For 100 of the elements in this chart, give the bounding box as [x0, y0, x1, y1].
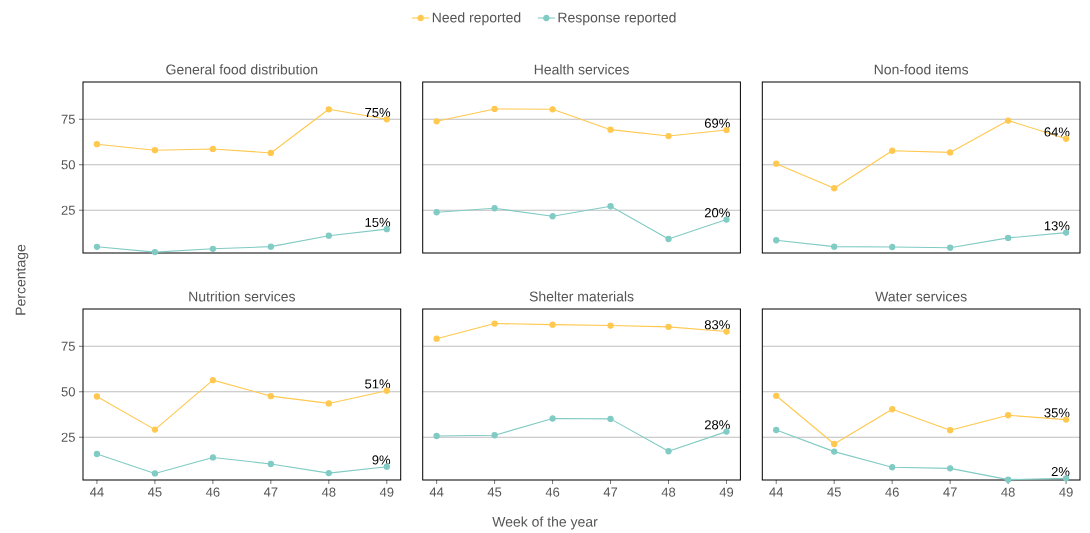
point — [325, 400, 332, 407]
point — [491, 320, 498, 327]
x-tick-label: 47 — [943, 487, 957, 497]
point — [267, 149, 274, 157]
data-label: 13% — [1044, 221, 1070, 231]
point — [433, 118, 440, 125]
x-tick-label: 49 — [379, 487, 394, 497]
point — [151, 147, 159, 154]
point — [267, 243, 274, 250]
point — [325, 469, 332, 477]
point — [93, 141, 101, 148]
point — [889, 406, 896, 413]
chart-title: Nutrition services — [189, 291, 295, 302]
point — [773, 237, 780, 244]
x-tick-label: 48 — [1001, 487, 1015, 497]
legend-label: Response reported — [558, 12, 676, 26]
point — [947, 149, 954, 156]
point — [1004, 476, 1012, 483]
x-tick-label: 44 — [429, 487, 444, 497]
y-tick-label: 50 — [61, 160, 75, 170]
point — [93, 450, 101, 458]
y-axis-title: Percentage — [15, 244, 29, 315]
point — [491, 105, 498, 113]
point — [665, 235, 672, 243]
x-tick-label: 49 — [1059, 487, 1073, 497]
point — [831, 448, 838, 455]
point — [491, 432, 498, 439]
data-label: 20% — [704, 208, 730, 218]
y-tick-label: 75 — [61, 341, 75, 351]
point — [433, 335, 440, 342]
x-tick-label: 49 — [719, 487, 734, 497]
point — [1004, 234, 1012, 242]
point — [1004, 117, 1012, 124]
point — [209, 145, 217, 153]
point — [209, 376, 217, 384]
data-label: 83% — [704, 320, 730, 330]
x-tick-label: 46 — [885, 487, 899, 497]
point — [267, 392, 274, 400]
legend-label: Need reported — [432, 12, 521, 26]
x-tick-label: 45 — [487, 487, 502, 497]
point — [773, 160, 780, 167]
point — [889, 147, 896, 154]
x-tick-label: 46 — [205, 487, 220, 497]
data-label: 69% — [704, 118, 730, 128]
data-label: 35% — [1044, 408, 1070, 418]
point — [325, 232, 332, 239]
x-tick-label: 44 — [89, 487, 104, 497]
chart-title: Health services — [534, 64, 629, 75]
point — [947, 244, 954, 251]
data-label: 15% — [365, 217, 391, 227]
data-label: 28% — [704, 420, 730, 430]
point — [831, 243, 838, 250]
point — [93, 243, 101, 250]
x-tick-label: 45 — [827, 487, 841, 497]
x-tick-label: 45 — [147, 487, 162, 497]
y-tick-label: 25 — [61, 205, 75, 215]
x-tick-label: 48 — [321, 487, 336, 497]
point — [549, 321, 556, 328]
chart-title: Water services — [875, 291, 967, 302]
point — [1004, 412, 1012, 419]
y-tick-label: 25 — [61, 432, 75, 442]
point — [665, 448, 672, 455]
point — [889, 464, 896, 471]
point — [151, 426, 159, 433]
data-label: 2% — [1051, 467, 1070, 477]
chart-title: Shelter materials — [529, 291, 634, 302]
point — [831, 185, 838, 192]
point — [491, 205, 498, 212]
point — [665, 132, 672, 140]
data-label: 51% — [365, 379, 391, 389]
data-label: 9% — [372, 455, 391, 465]
point — [889, 243, 896, 251]
data-label: 75% — [365, 107, 391, 118]
point — [947, 427, 954, 434]
point — [209, 245, 217, 252]
point — [433, 432, 440, 440]
point — [433, 209, 440, 216]
chart-title: Non-food items — [874, 64, 969, 75]
y-tick-label: 75 — [61, 114, 75, 124]
point — [549, 415, 556, 422]
point — [209, 454, 217, 461]
point — [773, 426, 780, 434]
point — [607, 126, 614, 133]
x-axis-title: Week of the year — [492, 516, 598, 530]
point — [549, 213, 556, 220]
x-tick-label: 46 — [545, 487, 560, 497]
point — [93, 393, 101, 400]
x-tick-label: 44 — [769, 487, 784, 497]
point — [665, 323, 672, 330]
x-tick-label: 47 — [603, 487, 618, 497]
point — [325, 106, 332, 113]
point — [607, 415, 614, 423]
x-tick-label: 48 — [661, 487, 676, 497]
chart-title: General food distribution — [166, 64, 318, 75]
point — [831, 440, 838, 448]
y-tick-label: 50 — [61, 387, 75, 397]
point — [151, 248, 159, 256]
point — [773, 392, 780, 399]
point — [607, 322, 614, 329]
x-tick-label: 47 — [263, 487, 278, 497]
